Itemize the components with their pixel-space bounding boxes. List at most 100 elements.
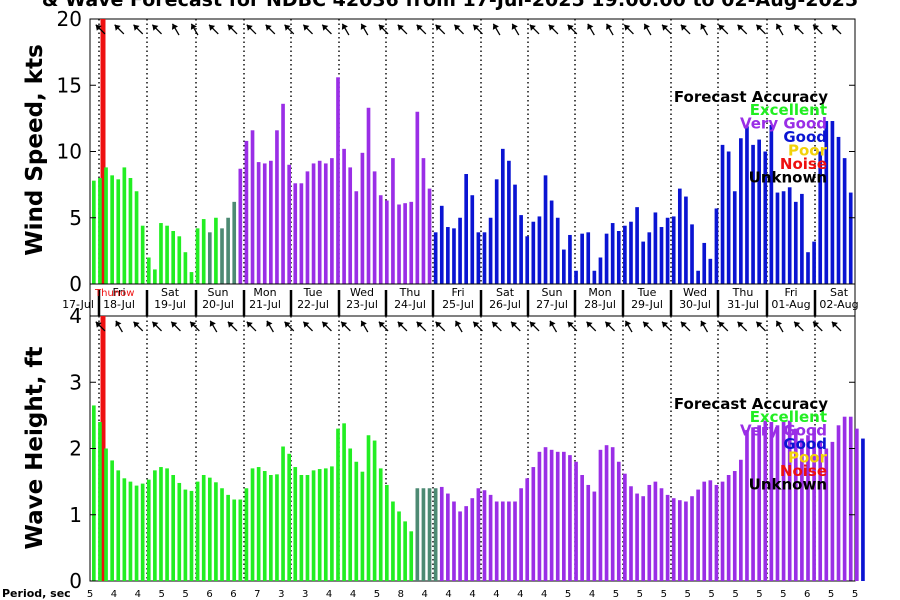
bar [397, 204, 401, 284]
bar [543, 175, 548, 284]
direction-arrow [302, 24, 314, 35]
bar [262, 471, 267, 581]
arrow-head [133, 24, 140, 31]
direction-arrow [587, 23, 595, 36]
arrow-head [718, 24, 725, 31]
direction-arrow [642, 321, 653, 332]
bar [531, 467, 536, 581]
now-label: Thunow [94, 288, 134, 299]
day-labels: 17-JulFri18-JulSat19-JulSun20-JulMon21-J… [62, 286, 859, 316]
arrow-head [303, 24, 310, 31]
direction-arrow [266, 320, 274, 333]
bar [330, 466, 334, 581]
bar [769, 422, 774, 581]
bar [690, 224, 694, 285]
bar [702, 481, 707, 582]
arrow-head [360, 320, 367, 327]
bar [848, 192, 853, 284]
bar [787, 420, 792, 581]
direction-arrow [718, 24, 729, 35]
bar [140, 483, 145, 581]
day-date: 28-Jul [584, 298, 616, 311]
bar [452, 228, 456, 284]
arrow-head [114, 24, 121, 31]
bar [372, 171, 377, 285]
arrow-head [416, 24, 423, 31]
direction-arrow [302, 321, 314, 332]
bar [256, 467, 261, 581]
bar [800, 438, 804, 581]
arrow-head [246, 321, 253, 328]
bar [403, 203, 407, 285]
y-tick-label: 3 [69, 370, 82, 394]
bar [671, 498, 676, 581]
bar [732, 471, 737, 581]
bar [360, 152, 365, 284]
bar [763, 151, 768, 284]
bar [159, 223, 163, 284]
period-label: 3 [302, 589, 308, 600]
arrow-head [227, 24, 234, 31]
bar [262, 163, 267, 284]
bar [574, 461, 578, 581]
wind-direction-arrows [95, 23, 842, 36]
wave-bars [92, 405, 865, 582]
direction-arrow [529, 24, 540, 35]
period-label: 5 [159, 589, 165, 600]
bar [153, 269, 157, 285]
bar [201, 475, 206, 581]
bar [684, 501, 688, 581]
bar [818, 441, 823, 582]
arrow-head [567, 321, 574, 328]
arrow-head [529, 24, 536, 31]
bar [244, 140, 249, 284]
direction-arrow [680, 24, 691, 35]
direction-arrow [190, 23, 199, 36]
bar [708, 258, 713, 284]
bar [549, 200, 554, 284]
direction-arrow [793, 321, 804, 332]
direction-arrow [700, 320, 709, 333]
period-label: 4 [111, 589, 117, 600]
arrow-head [794, 24, 801, 31]
day-name: Fri [784, 286, 797, 299]
arrow-head [549, 320, 556, 327]
bar [92, 405, 96, 581]
legend-title: Forecast Accuracy [674, 395, 828, 413]
direction-arrow [511, 23, 520, 36]
arrow-head [662, 321, 669, 328]
arrow-head [643, 23, 650, 30]
period-label: 4 [589, 589, 595, 600]
arrow-head [209, 320, 216, 327]
bar [696, 489, 700, 581]
bar [433, 232, 438, 284]
bar [720, 144, 725, 285]
direction-arrow [624, 320, 633, 333]
direction-arrow [586, 321, 597, 332]
period-label: 4 [469, 589, 475, 600]
bar [409, 201, 414, 284]
arrow-head [473, 321, 480, 328]
legend-entry: Noise [780, 155, 827, 173]
bar [153, 470, 157, 581]
bar [372, 440, 377, 581]
legend-entry: Unknown [749, 169, 827, 187]
bar [287, 453, 291, 581]
bar [836, 425, 841, 581]
period-label: 5 [661, 589, 667, 600]
wave-y-ticks: 0 1 2 3 4 [69, 304, 855, 593]
bar [610, 223, 615, 284]
arrow-head [95, 24, 102, 31]
period-label: 3 [278, 589, 284, 600]
arrow-head [190, 23, 197, 30]
bar [214, 482, 218, 581]
day-name: Mon [588, 286, 611, 299]
wave-direction-arrows [95, 320, 842, 333]
arrow-head [813, 24, 820, 31]
direction-arrow [114, 24, 125, 35]
period-label: 5 [780, 589, 786, 600]
bar [812, 427, 816, 581]
bar [323, 468, 328, 582]
arrow-head [831, 321, 838, 328]
